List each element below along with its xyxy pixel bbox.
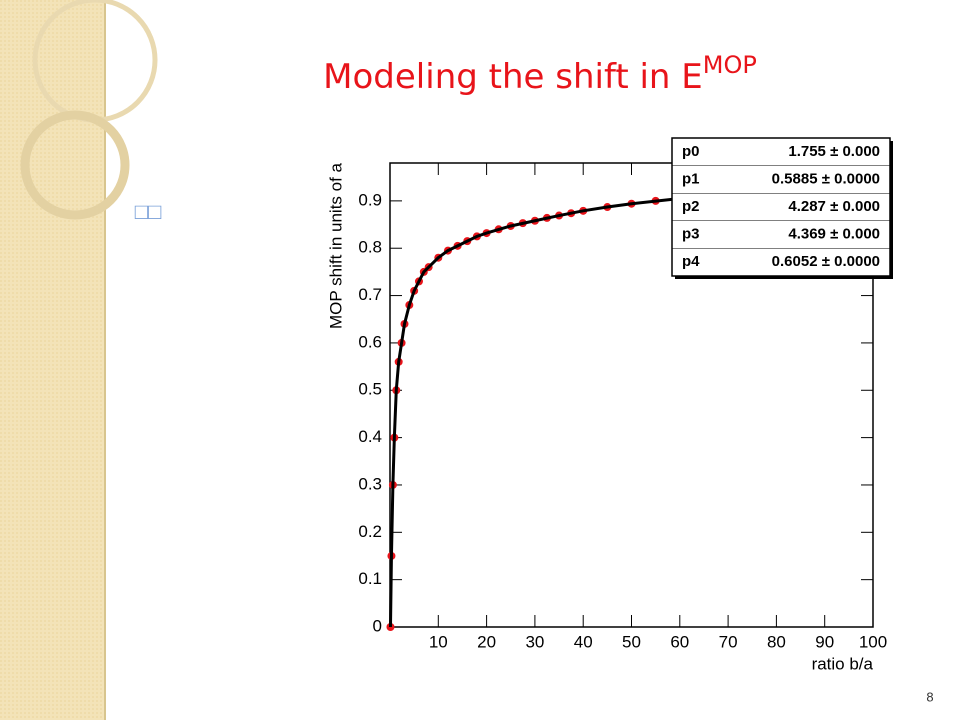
y-tick-label: 0.5 — [358, 380, 382, 399]
y-tick-label: 0.9 — [358, 190, 382, 209]
y-tick-label: 0.1 — [358, 569, 382, 588]
y-tick-label: 0.7 — [358, 285, 382, 304]
param-name: p0 — [682, 143, 700, 160]
placeholder: □□ — [135, 199, 162, 224]
param-value: 0.5885 ± 0.0000 — [772, 170, 880, 187]
param-name: p2 — [682, 198, 700, 215]
stats-box — [671, 137, 891, 277]
title-superscript: MOP — [703, 51, 757, 79]
page-number: 8 — [926, 689, 933, 704]
title-text: Modeling the shift in E — [323, 57, 703, 97]
param-value: 4.369 ± 0.000 — [788, 225, 880, 242]
param-name: p1 — [682, 170, 700, 187]
x-tick-label: 90 — [815, 632, 834, 651]
slide-title: Modeling the shift in EMOP — [323, 51, 757, 97]
param-value: 4.287 ± 0.000 — [788, 198, 880, 215]
y-tick-label: 0.6 — [358, 332, 382, 351]
x-tick-label: 30 — [525, 632, 544, 651]
y-tick-label: 0.3 — [358, 474, 382, 493]
param-value: 1.755 ± 0.000 — [788, 143, 880, 160]
x-tick-label: 80 — [767, 632, 786, 651]
y-tick-label: 0.4 — [358, 427, 382, 446]
side-band — [0, 0, 105, 720]
x-axis-label: ratio b/a — [812, 654, 874, 673]
param-name: p3 — [682, 225, 700, 242]
decor-circle — [20, 110, 130, 220]
x-tick-label: 70 — [719, 632, 738, 651]
x-tick-label: 40 — [574, 632, 593, 651]
fit-line — [388, 185, 874, 628]
x-tick-label: 50 — [622, 632, 641, 651]
param-value: 0.6052 ± 0.0000 — [772, 253, 880, 270]
y-tick-label: 0.2 — [358, 522, 382, 541]
param-name: p4 — [682, 253, 700, 270]
x-tick-label: 10 — [429, 632, 448, 651]
x-tick-label: 20 — [477, 632, 496, 651]
y-tick-label: 0.8 — [358, 238, 382, 257]
x-tick-label: 100 — [859, 632, 887, 651]
x-tick-label: 60 — [670, 632, 689, 651]
y-axis-label: MOP shift in units of a — [326, 162, 345, 329]
y-tick-label: 0 — [373, 616, 382, 635]
